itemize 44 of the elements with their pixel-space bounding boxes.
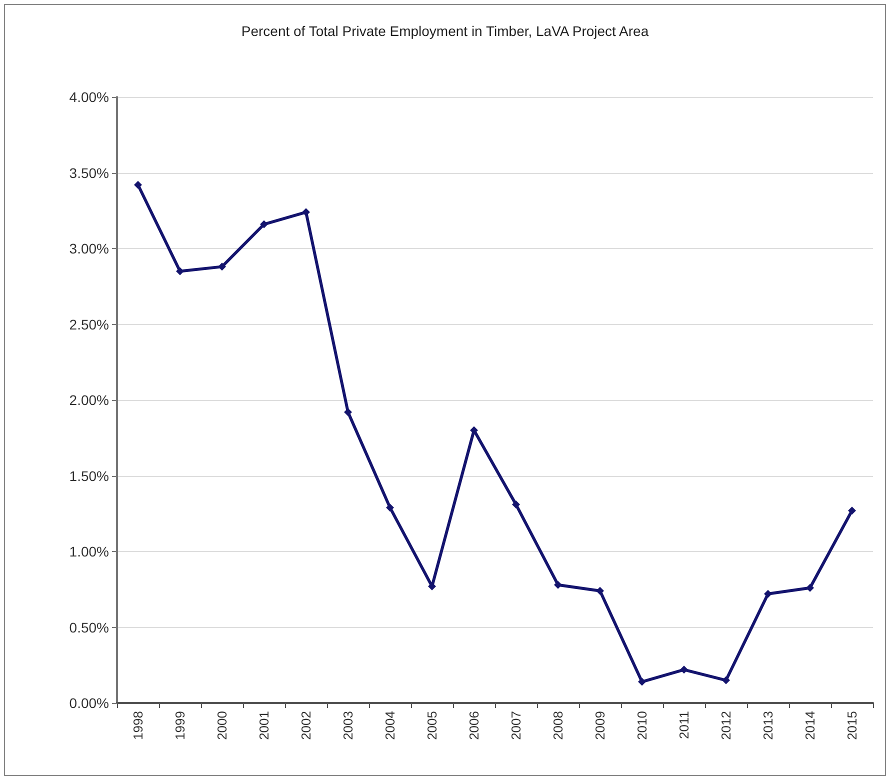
x-tick-label: 2006 bbox=[466, 711, 482, 740]
y-tick-label: 2.00% bbox=[69, 392, 109, 408]
x-tick-label: 2005 bbox=[424, 711, 440, 740]
x-tick-label: 2003 bbox=[340, 711, 356, 740]
y-tick-label: 3.50% bbox=[69, 164, 109, 181]
x-tick-label: 2009 bbox=[592, 711, 608, 740]
x-tick-label: 2011 bbox=[676, 711, 692, 739]
point bbox=[512, 500, 520, 509]
point bbox=[344, 408, 352, 416]
point bbox=[218, 262, 226, 271]
y-tick-label: 1.00% bbox=[69, 544, 109, 560]
point bbox=[176, 267, 184, 276]
chart-title: Percent of Total Private Employment in Timber, LaVA Project Area bbox=[241, 23, 649, 39]
x-tick-label: 2010 bbox=[634, 711, 650, 740]
x-tick-label: 1999 bbox=[172, 711, 188, 740]
point bbox=[260, 220, 268, 228]
point bbox=[806, 584, 814, 592]
x-tick-label: 2013 bbox=[760, 711, 776, 740]
point bbox=[386, 504, 394, 512]
y-tick-label: 4.00% bbox=[69, 89, 109, 105]
point bbox=[554, 580, 562, 589]
x-tick-label: 2012 bbox=[718, 711, 734, 740]
x-tick-label: 1998 bbox=[130, 711, 146, 740]
x-tick-label: 2014 bbox=[802, 711, 818, 740]
x-tick-label: 2004 bbox=[382, 711, 398, 740]
y-tick-label: 0.00% bbox=[69, 695, 109, 711]
point bbox=[680, 666, 688, 674]
point bbox=[722, 676, 730, 684]
y-tick-label: 0.50% bbox=[69, 619, 109, 636]
point bbox=[764, 590, 772, 598]
x-tick-label: 2002 bbox=[298, 711, 314, 740]
x-tick-label: 2007 bbox=[508, 711, 524, 740]
y-tick-label: 3.00% bbox=[69, 240, 109, 256]
x-tick-label: 2015 bbox=[844, 711, 860, 740]
x-tick-label: 2008 bbox=[550, 711, 566, 740]
point bbox=[596, 586, 604, 595]
x-tick-label: 2000 bbox=[214, 711, 230, 740]
point bbox=[134, 180, 142, 189]
y-tick-label: 2.50% bbox=[69, 316, 109, 332]
y-tick-label: 1.50% bbox=[69, 468, 109, 484]
point bbox=[638, 678, 646, 686]
x-tick-label: 2001 bbox=[256, 711, 272, 740]
point bbox=[848, 506, 856, 515]
point bbox=[302, 208, 310, 216]
